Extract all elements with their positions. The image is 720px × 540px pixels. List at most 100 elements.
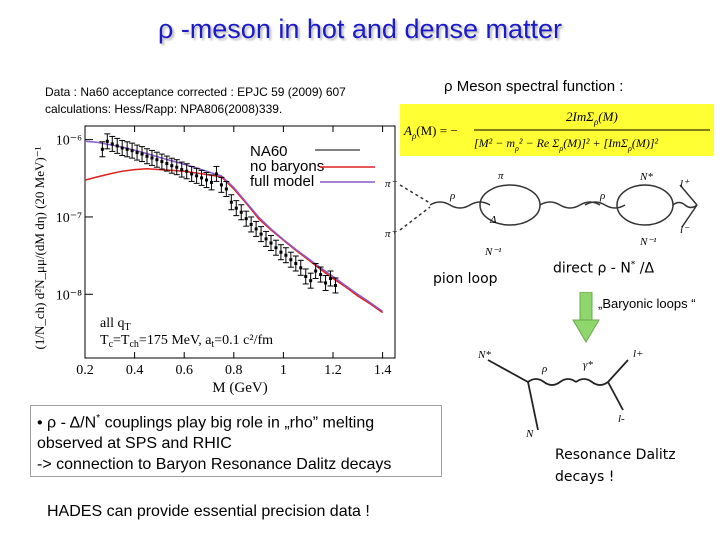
na60-chart: 0.2 0.4 0.6 0.8 1 1.2 1.4 10⁻⁶ 10⁻⁷ 10⁻⁸ M (GeV)… <box>32 125 396 396</box>
na60-data-point <box>314 269 318 273</box>
na60-data-point <box>175 165 179 169</box>
hades-statement: HADES can provide essential precision da… <box>47 503 370 520</box>
na60-data-point <box>304 274 308 278</box>
x-tick-label: 0.6 <box>175 363 193 378</box>
dalitz-label-n: N <box>525 428 534 440</box>
na60-data-point <box>219 183 223 187</box>
na60-data-point <box>244 217 248 221</box>
label-pi-minus: π⁻ <box>385 178 398 190</box>
na60-data-point <box>150 156 154 160</box>
gamma-propagator <box>672 201 698 209</box>
x-tick-label: 1 <box>280 363 287 378</box>
na60-data-point <box>155 158 159 162</box>
label-rho-right: ρ <box>599 190 605 202</box>
chart-grid <box>84 126 384 358</box>
bullet-line-3: -> connection to Baryon Resonance Dalitz… <box>37 456 392 474</box>
feynman-diagrams: π⁻ π⁺ π ρ Δ N⁻¹ N* N⁻¹ ρ l⁺ l⁻ <box>385 170 698 258</box>
lminus-line <box>607 381 624 411</box>
na60-data-point <box>309 279 313 283</box>
na60-points <box>99 133 339 294</box>
na60-data-point <box>185 169 189 173</box>
na60-data-point <box>145 154 149 158</box>
na60-data-point <box>100 147 104 151</box>
label-delta: Δ <box>489 214 496 226</box>
y-tick-label: 10⁻⁷ <box>56 211 82 226</box>
na60-data-point <box>234 206 238 210</box>
rho-propagator-3 <box>584 201 626 209</box>
bullet-box: • ρ - Δ/N* couplings play big role in „r… <box>30 405 442 477</box>
na60-data-point <box>135 151 139 155</box>
na60-data-point <box>319 273 323 277</box>
label-nminus1-left: N⁻¹ <box>484 246 501 258</box>
model-annotation: all qT Tc=Tch=175 MeV, at=0.1 c²/fm <box>100 316 273 350</box>
legend-full-model: full model <box>250 173 314 190</box>
bullet-line-1: • ρ - Δ/N* couplings play big role in „r… <box>37 413 375 432</box>
na60-data-point <box>289 258 293 262</box>
slide-title: ρ -meson in hot and dense matter <box>157 14 563 44</box>
no-baryons-curve <box>84 168 384 314</box>
n-star-loop <box>616 184 674 226</box>
y-tick-labels: 10⁻⁶ 10⁻⁷ 10⁻⁸ <box>56 134 82 304</box>
rho-propagator-1 <box>429 201 491 209</box>
pion-loop-label: pion loop <box>433 271 498 287</box>
label-pi-plus: π⁺ <box>385 228 398 240</box>
x-tick-label: 0.4 <box>126 363 144 378</box>
lepton-minus-line <box>681 204 698 228</box>
formula-denominator: [M² − mρ² − Re Σρ(M)]² + [ImΣρ(M)]² <box>474 136 659 153</box>
legend-no-baryons: no baryons <box>250 158 324 175</box>
plot-frame <box>84 125 396 359</box>
dalitz-label-gamma: γ* <box>583 359 593 371</box>
na60-data-point <box>110 142 114 146</box>
na60-data-point <box>254 227 258 231</box>
dalitz-label-l-minus: l- <box>618 413 625 425</box>
na60-data-point <box>264 237 268 241</box>
x-tick-labels: 0.2 0.4 0.6 0.8 1 1.2 1.4 <box>76 363 391 378</box>
dalitz-caption-line-1: Resonance Dalitz <box>555 447 676 463</box>
bullet-line-2: observed at SPS and RHIC <box>37 435 232 453</box>
na60-data-point <box>329 276 333 280</box>
na60-data-point <box>294 262 298 266</box>
legend-na60: NA60 <box>250 143 288 160</box>
na60-data-point <box>284 253 288 257</box>
reference-line-2: calculations: Hess/Rapp: NPA806(2008)339… <box>45 102 283 116</box>
na60-data-point <box>205 178 209 182</box>
na60-data-point <box>299 266 303 270</box>
arrow-head <box>572 319 600 343</box>
na60-data-point <box>224 187 228 191</box>
dalitz-diagram: N* ρ γ* l+ l- N <box>478 348 643 440</box>
na60-data-point <box>170 164 174 168</box>
lepton-plus-line <box>679 184 698 206</box>
y-tick-label: 10⁻⁸ <box>56 288 82 303</box>
direct-coupling-label: direct ρ - N* /Δ <box>553 260 655 277</box>
label-l-plus: l⁺ <box>680 178 690 190</box>
na60-data-point <box>200 176 204 180</box>
label-n-minus1-right: N⁻¹ <box>639 236 656 248</box>
y-axis-label: (1/N_ch) d²N_μμ/(dM dη) (20 MeV)⁻¹ <box>32 146 47 349</box>
chart-legend: NA60 no baryons full model <box>250 143 375 190</box>
na60-data-point <box>209 180 213 184</box>
x-tick-label: 1.2 <box>324 363 342 378</box>
na60-data-point <box>239 210 243 214</box>
label-n-star: N* <box>639 171 653 183</box>
rho-line <box>527 378 577 386</box>
na60-data-point <box>249 222 253 226</box>
na60-data-point <box>160 160 164 164</box>
na60-data-point <box>105 139 109 143</box>
na60-data-point <box>279 250 283 254</box>
na60-data-point <box>120 146 124 150</box>
down-arrow-icon <box>572 292 600 343</box>
na60-data-point <box>214 172 218 176</box>
pi-minus-line <box>399 184 431 204</box>
na60-data-point <box>229 200 233 204</box>
na60-data-point <box>180 168 184 172</box>
dalitz-caption: Resonance Dalitz decays ! <box>555 444 676 488</box>
model-curves <box>84 140 384 314</box>
x-tick-label: 0.8 <box>225 363 243 378</box>
data-reference: Data : Na60 acceptance corrected : EPJC … <box>45 84 346 118</box>
label-pi-top: π <box>498 170 504 182</box>
annotation-line-1: all qT <box>100 316 131 333</box>
label-l-minus: l⁻ <box>680 224 690 236</box>
na60-data-point <box>115 144 119 148</box>
dalitz-caption-line-2: decays ! <box>555 469 615 485</box>
full-model-curve <box>84 140 384 313</box>
